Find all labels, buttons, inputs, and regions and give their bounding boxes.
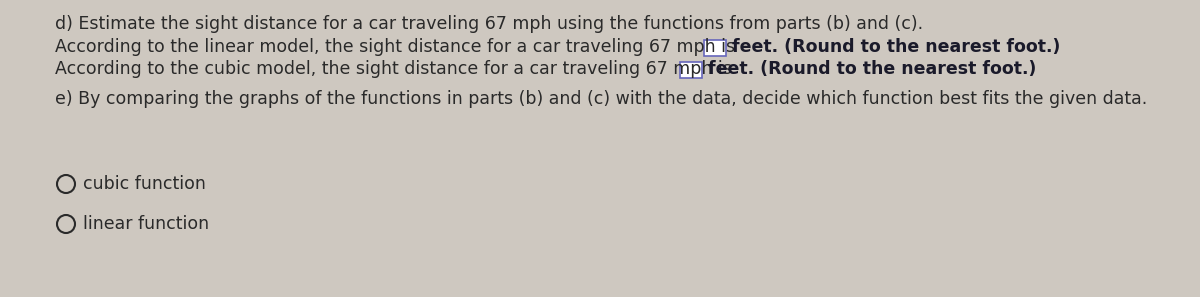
Text: feet. (Round to the nearest foot.): feet. (Round to the nearest foot.): [708, 60, 1037, 78]
FancyBboxPatch shape: [704, 40, 726, 56]
Text: cubic function: cubic function: [83, 175, 206, 193]
Text: e) By comparing the graphs of the functions in parts (b) and (c) with the data, : e) By comparing the graphs of the functi…: [55, 90, 1147, 108]
Text: linear function: linear function: [83, 215, 209, 233]
Text: According to the linear model, the sight distance for a car traveling 67 mph is: According to the linear model, the sight…: [55, 38, 736, 56]
Text: According to the cubic model, the sight distance for a car traveling 67 mph is: According to the cubic model, the sight …: [55, 60, 732, 78]
FancyBboxPatch shape: [680, 62, 702, 78]
Text: feet. (Round to the nearest foot.): feet. (Round to the nearest foot.): [732, 38, 1061, 56]
Text: d) Estimate the sight distance for a car traveling 67 mph using the functions fr: d) Estimate the sight distance for a car…: [55, 15, 923, 33]
